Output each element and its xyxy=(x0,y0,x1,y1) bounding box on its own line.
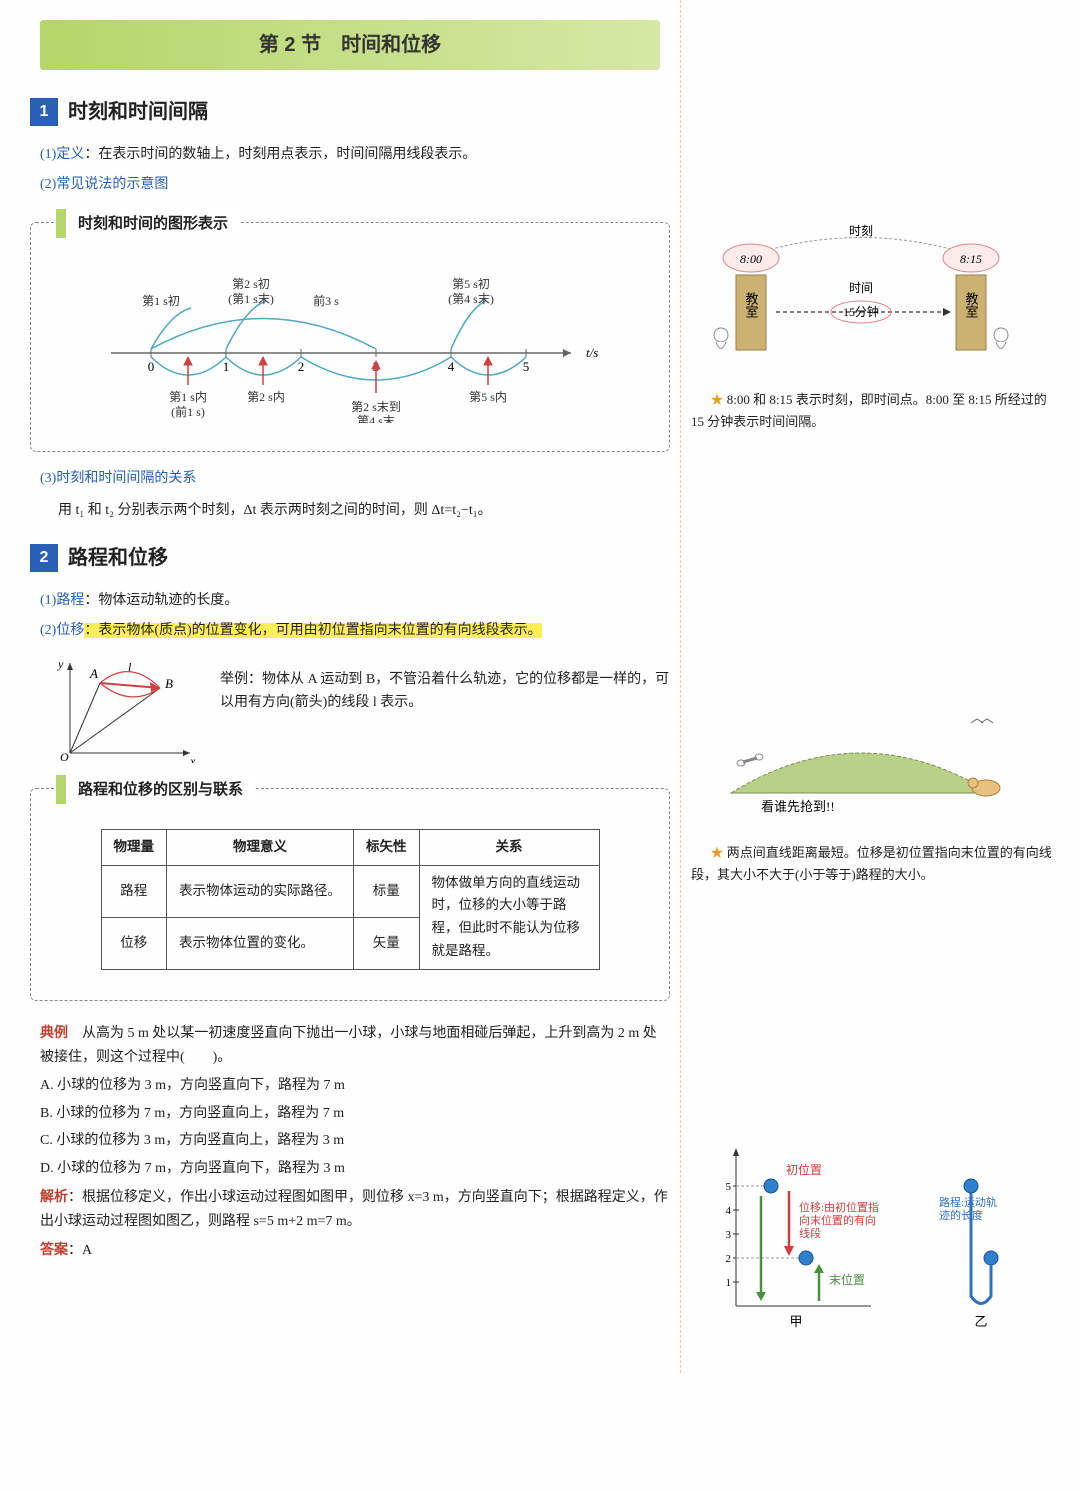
svg-text:(第4 s末): (第4 s末) xyxy=(448,292,494,306)
option-b: B. 小球的位移为 7 m，方向竖直向上，路程为 7 m xyxy=(40,1102,670,1126)
clock-diagram: 时刻 8:00 8:15 教室 教室 时间 15分钟 xyxy=(691,220,1060,379)
chapter-title: 第 2 节 时间和位移 xyxy=(40,20,660,70)
svg-text:教室: 教室 xyxy=(964,291,979,318)
svg-text:看谁先抢到!!: 看谁先抢到!! xyxy=(761,799,835,814)
worked-example: 典例 从高为 5 m 处以某一初速度竖直向下抛出一小球，小球与地面相碰后弹起，上… xyxy=(40,1021,670,1262)
svg-text:第1 s内: 第1 s内 xyxy=(169,390,207,404)
svg-text:2: 2 xyxy=(298,359,305,374)
example-figure: 1 2 3 4 5 初位置 末位置 位移:由初位置指向末位置的有向线段 xyxy=(691,1136,1060,1345)
section-title: 时刻和时间间隔 xyxy=(68,95,208,129)
svg-text:5: 5 xyxy=(523,359,530,374)
svg-text:教室: 教室 xyxy=(744,291,759,318)
svg-text:t/s: t/s xyxy=(586,345,598,360)
svg-text:时间: 时间 xyxy=(849,281,873,295)
svg-text:A: A xyxy=(89,666,98,681)
svg-text:初位置: 初位置 xyxy=(786,1162,822,1177)
svg-text:8:15: 8:15 xyxy=(960,252,982,266)
dog-diagram: 看谁先抢到!! xyxy=(691,693,1060,832)
svg-text:O: O xyxy=(60,750,69,763)
svg-text:前3 s: 前3 s xyxy=(313,293,339,308)
svg-text:5: 5 xyxy=(726,1181,732,1193)
svg-text:乙: 乙 xyxy=(974,1314,987,1329)
box-title: 时刻和时间的图形表示 xyxy=(56,209,240,239)
svg-text:(前1 s): (前1 s) xyxy=(171,404,205,419)
timeline-diagram: t/s 0 1 2 3 4 5 xyxy=(51,253,611,423)
svg-text:第2 s内: 第2 s内 xyxy=(247,390,285,404)
example-label: 典例 xyxy=(40,1024,68,1040)
comparison-table: 物理量 物理意义 标矢性 关系 路程 表示物体运动的实际路径。 标量 物体做单方… xyxy=(101,829,600,971)
def-label: (1)定义 xyxy=(40,147,84,162)
svg-text:3: 3 xyxy=(726,1229,732,1241)
section-number: 1 xyxy=(30,98,58,126)
svg-text:位移:由初位置指向末位置的有向线段: 位移:由初位置指向末位置的有向线段 xyxy=(799,1200,879,1240)
svg-text:1: 1 xyxy=(726,1277,732,1289)
side-note-1: ★ 8:00 和 8:15 表示时刻，即时间点。8:00 至 8:15 所经过的… xyxy=(691,389,1060,433)
option-a: A. 小球的位移为 3 m，方向竖直向下，路程为 7 m xyxy=(40,1074,670,1098)
svg-text:1: 1 xyxy=(223,359,230,374)
svg-text:y: y xyxy=(57,657,64,671)
displacement-example: O x y A B l 举例：物体从 A 运动到 B，不管沿着什么轨迹，它的位移… xyxy=(50,653,670,763)
timeline-box: 时刻和时间的图形表示 t/s 0 1 2 3 4 5 xyxy=(30,222,670,453)
xy-graph: O x y A B l xyxy=(50,653,200,763)
svg-text:甲: 甲 xyxy=(789,1314,802,1329)
svg-text:第5 s初: 第5 s初 xyxy=(452,277,490,291)
svg-text:末位置: 末位置 xyxy=(829,1272,865,1287)
highlighted-text: ：表示物体(质点)的位置变化，可用由初位置指向末位置的有向线段表示。 xyxy=(84,623,541,638)
svg-text:x: x xyxy=(189,754,196,763)
side-column: 时刻 8:00 8:15 教室 教室 时间 15分钟 xyxy=(680,0,1080,1373)
svg-text:第2 s初: 第2 s初 xyxy=(232,277,270,291)
main-column: 第 2 节 时间和位移 1 时刻和时间间隔 (1)定义：在表示时间的数轴上，时刻… xyxy=(0,0,680,1373)
svg-text:2: 2 xyxy=(726,1253,732,1265)
formula-text: 用 t₁ 和 t₂ 分别表示两个时刻，Δt 表示两时刻之间的时间，则 Δt=t₂… xyxy=(58,499,670,523)
svg-text:第4 s末: 第4 s末 xyxy=(357,414,395,423)
svg-text:第1 s初: 第1 s初 xyxy=(142,294,180,308)
svg-text:(第1 s末): (第1 s末) xyxy=(228,292,274,306)
side-note-2: ★ 两点间直线距离最短。位移是初位置指向末位置的有向线段，其大小不大于(小于等于… xyxy=(691,842,1060,886)
svg-text:第2 s末到: 第2 s末到 xyxy=(351,400,401,414)
svg-text:第5 s内: 第5 s内 xyxy=(469,390,507,404)
svg-text:4: 4 xyxy=(726,1205,732,1217)
section-2-header: 2 路程和位移 xyxy=(30,541,670,575)
svg-text:路程:运动轨迹的长度: 路程:运动轨迹的长度 xyxy=(939,1195,997,1222)
svg-text:0: 0 xyxy=(148,359,155,374)
option-c: C. 小球的位移为 3 m，方向竖直向上，路程为 3 m xyxy=(40,1129,670,1153)
svg-text:8:00: 8:00 xyxy=(740,252,762,266)
svg-text:时刻: 时刻 xyxy=(849,224,873,238)
section-1-header: 1 时刻和时间间隔 xyxy=(30,95,670,129)
definition-line: (1)定义：在表示时间的数轴上，时刻用点表示，时间间隔用线段表示。 xyxy=(40,143,670,167)
svg-text:4: 4 xyxy=(448,359,455,374)
comparison-box: 路程和位移的区别与联系 物理量 物理意义 标矢性 关系 路程 表示物体运动的实际… xyxy=(30,788,670,1002)
star-icon: ★ xyxy=(711,845,724,860)
example-caption: 举例：物体从 A 运动到 B，不管沿着什么轨迹，它的位移都是一样的，可以用有方向… xyxy=(220,653,670,716)
option-d: D. 小球的位移为 7 m，方向竖直向下，路程为 3 m xyxy=(40,1157,670,1181)
star-icon: ★ xyxy=(711,392,724,407)
svg-text:15分钟: 15分钟 xyxy=(843,304,879,319)
svg-text:B: B xyxy=(165,676,173,691)
